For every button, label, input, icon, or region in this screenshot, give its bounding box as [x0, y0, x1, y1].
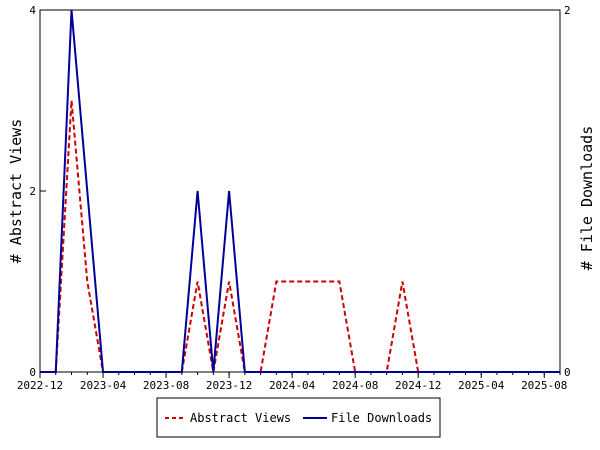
y-left-tick-label: 4: [29, 4, 36, 17]
x-tick-label: 2024-08: [332, 379, 378, 392]
x-tick-label: 2023-08: [143, 379, 189, 392]
x-tick-label: 2024-12: [395, 379, 441, 392]
legend-label-file-downloads: File Downloads: [331, 411, 432, 425]
y-left-tick-label: 0: [29, 366, 36, 379]
plot-frame: [39, 9, 561, 373]
plot-area: [39, 9, 561, 373]
x-tick-label: 2023-12: [206, 379, 252, 392]
x-axis: 2022-12 2023-04 2023-08 2023-12 2024-04 2024-…: [17, 372, 567, 392]
series-line-file-downloads: [40, 9, 560, 373]
x-tick-label: 2025-08: [521, 379, 567, 392]
y-axis-right-title: # File Downloads: [578, 126, 596, 271]
x-tick-label: 2023-04: [80, 379, 127, 392]
y-right-tick-label: 2: [564, 4, 571, 17]
y-right-tick-label: 0: [564, 366, 571, 379]
x-tick-label: 2024-04: [269, 379, 316, 392]
y-axis-left-title: # Abstract Views: [7, 119, 25, 264]
series-layer: [40, 9, 560, 373]
legend: Abstract Views File Downloads: [156, 397, 441, 438]
y-left-tick-label: 2: [29, 185, 36, 198]
x-tick-label: 2025-04: [458, 379, 505, 392]
legend-box: [156, 397, 441, 438]
x-tick-label: 2022-12: [17, 379, 63, 392]
legend-label-abstract-views: Abstract Views: [190, 411, 291, 425]
